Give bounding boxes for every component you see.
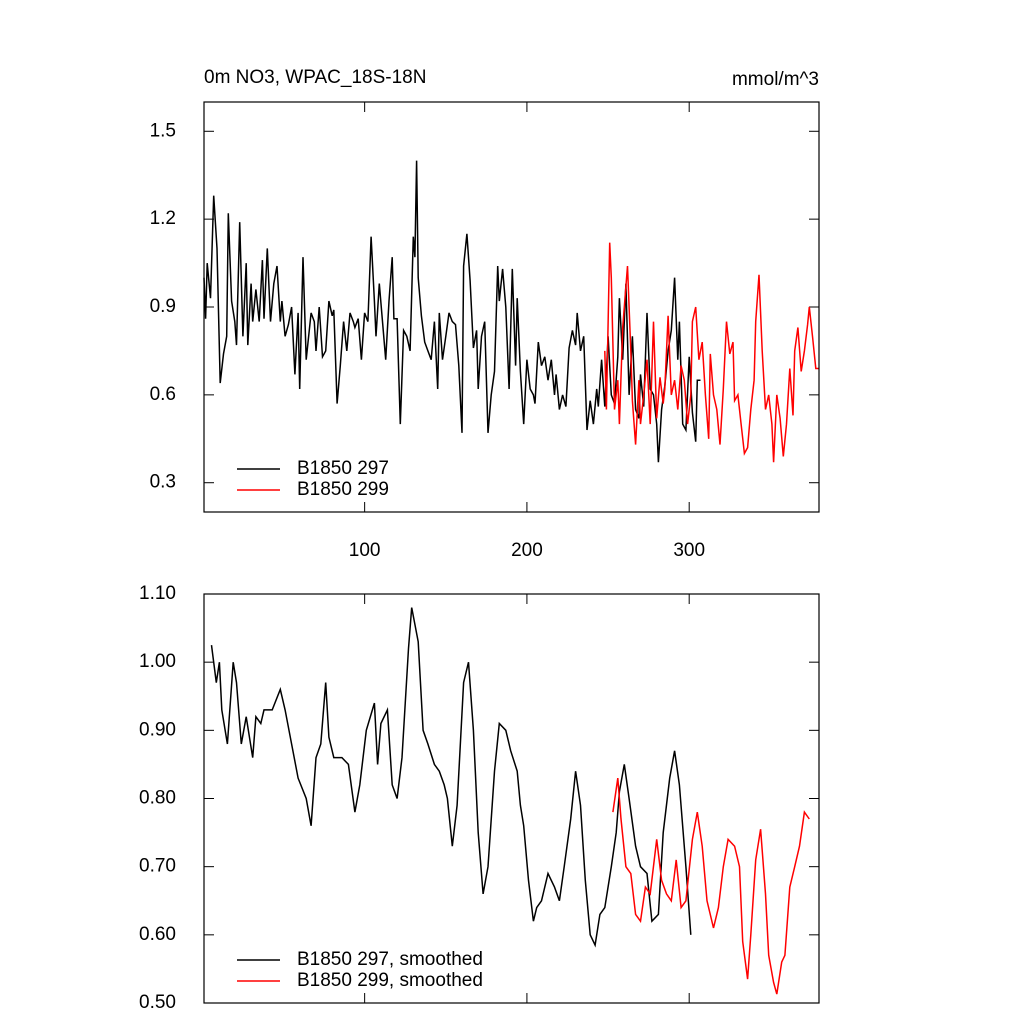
y-tick-label: 0.80	[139, 788, 176, 809]
plot-frame	[203, 101, 820, 513]
plot-frame	[203, 593, 820, 1004]
data-line	[203, 160, 701, 463]
y-tick-label: 0.70	[139, 856, 176, 877]
y-tick-label: 0.9	[150, 296, 176, 317]
legend-label: B1850 299	[297, 479, 389, 500]
y-tick-label: 0.3	[150, 472, 176, 493]
legend-label: B1850 297	[297, 458, 389, 479]
y-tick-label: 1.10	[139, 583, 176, 604]
data-line	[604, 242, 819, 463]
data-line	[210, 607, 692, 948]
y-tick-label: 1.2	[150, 208, 176, 229]
y-tick-label: 1.00	[139, 651, 176, 672]
x-tick-label: 100	[349, 540, 381, 561]
chart-title: 0m NO3, WPAC_18S-18N	[204, 67, 426, 88]
units-label: mmol/m^3	[732, 69, 819, 90]
x-tick-label: 300	[673, 540, 705, 561]
legend-label: B1850 299, smoothed	[297, 970, 483, 991]
y-tick-label: 0.60	[139, 924, 176, 945]
y-tick-label: 0.50	[139, 992, 176, 1013]
legend-label: B1850 297, smoothed	[297, 949, 483, 970]
x-tick-label: 200	[511, 540, 543, 561]
y-tick-label: 0.6	[150, 384, 176, 405]
y-tick-label: 1.5	[150, 120, 176, 141]
y-tick-label: 0.90	[139, 719, 176, 740]
data-line	[612, 777, 810, 995]
